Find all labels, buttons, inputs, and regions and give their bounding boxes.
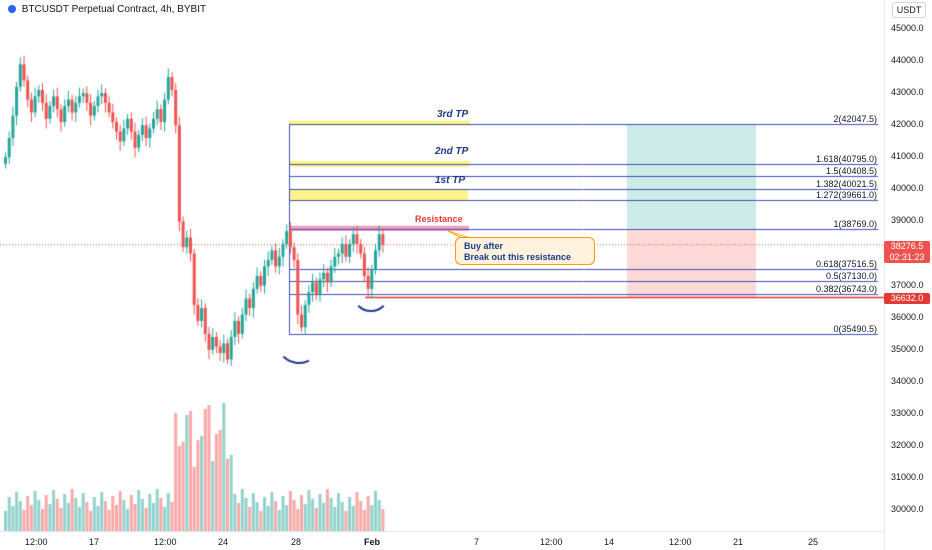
fib-level-label: 1.618(40795.0) — [815, 153, 877, 164]
price-axis-tick: 44000.0 — [891, 55, 924, 66]
fib-level-label: 0(35490.5) — [833, 323, 877, 334]
buy-callout: Buy after Break out this resistance — [455, 237, 595, 265]
countdown-value: 02:31:23 — [889, 252, 925, 262]
price-axis-tick: 37000.0 — [891, 279, 924, 290]
symbol-status-icon — [8, 5, 16, 13]
time-axis-tick: Feb — [364, 537, 381, 547]
price-axis-tick: 40000.0 — [891, 183, 924, 194]
time-axis-tick: 12:00 — [540, 537, 563, 547]
price-axis-tick: 39000.0 — [891, 215, 924, 226]
tp3-label: 3rd TP — [437, 109, 469, 120]
price-axis-tick: 30000.0 — [891, 504, 924, 515]
callout-line-1: Buy after — [464, 241, 504, 251]
symbol-title-text: BTCUSDT Perpetual Contract, 4h, BYBIT — [21, 4, 207, 15]
price-axis-tick: 34000.0 — [891, 375, 924, 386]
callout-line-2: Break out this resistance — [464, 252, 572, 262]
price-axis-tick: 31000.0 — [891, 472, 924, 483]
time-axis-tick: 12:00 — [25, 537, 48, 547]
time-axis-tick: 14 — [604, 537, 615, 547]
tp1-label: 1st TP — [435, 175, 466, 186]
fib-level-label: 1(38769.0) — [833, 218, 877, 229]
time-axis-tick: 17 — [89, 537, 100, 547]
current-price-tag: 38276.5 02:31:23 — [884, 241, 930, 263]
time-axis-tick: 7 — [474, 537, 480, 547]
time-axis-tick: 24 — [218, 537, 229, 547]
time-axis-tick: 12:00 — [669, 537, 692, 547]
time-axis-tick: 12:00 — [154, 537, 177, 547]
fib-level-label: 0.5(37130.0) — [825, 270, 877, 281]
tp2-label: 2nd TP — [435, 146, 469, 157]
fib-level-label: 1.272(39661.0) — [815, 189, 877, 200]
price-axis-tick: 45000.0 — [891, 23, 924, 33]
price-axis-tick: 32000.0 — [891, 440, 924, 451]
price-axis-tick: 35000.0 — [891, 343, 924, 354]
marked-price-tag: 36632.0 — [884, 293, 930, 304]
fib-level-label: 1.5(40408.5) — [825, 165, 877, 176]
price-axis-tick: 33000.0 — [891, 407, 924, 418]
fib-level-label: 2(42047.5) — [833, 113, 877, 124]
currency-button[interactable]: USDT — [892, 2, 926, 18]
time-axis-tick: 21 — [733, 537, 744, 547]
price-axis-tick: 36000.0 — [891, 311, 924, 322]
fib-level-label: 1.382(40021.5) — [815, 178, 877, 189]
current-price-value: 38276.5 — [890, 241, 924, 251]
symbol-title: BTCUSDT Perpetual Contract, 4h, BYBIT — [8, 4, 206, 15]
price-axis-tick: 43000.0 — [891, 87, 924, 98]
price-axis-tick: 41000.0 — [891, 151, 924, 162]
fib-level-label: 0.382(36743.0) — [815, 283, 877, 294]
time-axis-tick: 25 — [808, 537, 819, 547]
resistance-label: Resistance — [415, 214, 463, 224]
time-axis-tick: 28 — [291, 537, 302, 547]
price-axis-tick: 42000.0 — [891, 119, 924, 130]
fib-level-label: 0.618(37516.5) — [815, 258, 877, 269]
